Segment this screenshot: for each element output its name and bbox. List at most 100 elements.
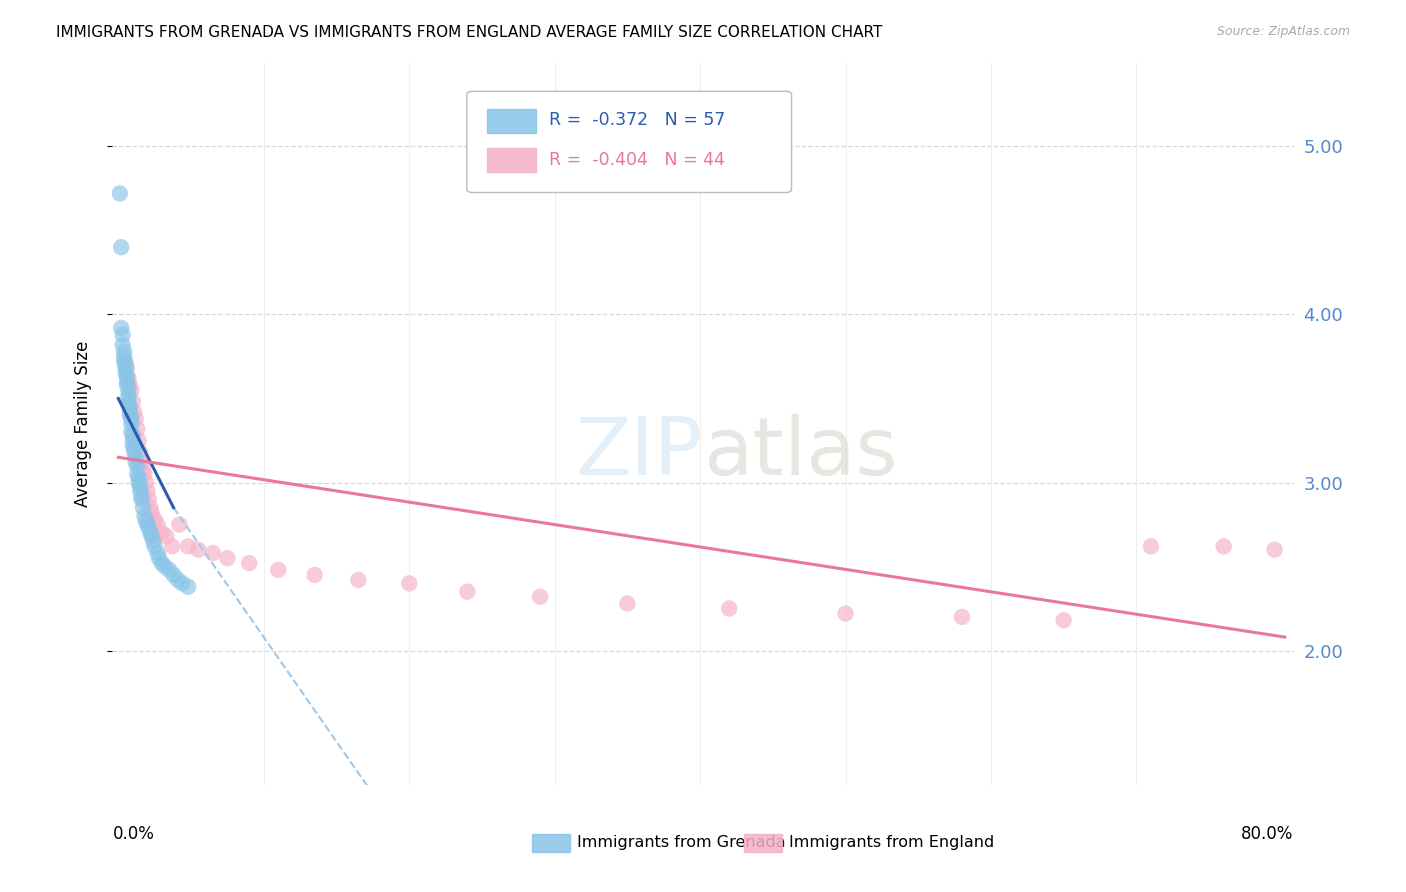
Point xyxy=(115,378,138,392)
Point xyxy=(167,573,190,587)
Point xyxy=(616,597,638,611)
Point xyxy=(1053,613,1076,627)
Point xyxy=(128,475,150,490)
Point xyxy=(117,383,139,397)
Point xyxy=(1212,540,1234,554)
Point xyxy=(112,354,135,368)
Point xyxy=(134,509,156,524)
Point xyxy=(117,371,139,385)
Point xyxy=(115,369,138,384)
Point xyxy=(169,517,191,532)
Point xyxy=(117,396,139,410)
Point xyxy=(142,534,165,549)
Point xyxy=(118,405,141,419)
Text: ZIP: ZIP xyxy=(575,414,703,491)
Point xyxy=(125,450,148,465)
Point xyxy=(128,470,150,484)
Point xyxy=(135,514,157,528)
Point xyxy=(150,525,173,540)
Point xyxy=(162,568,184,582)
Point xyxy=(124,445,146,459)
Point xyxy=(187,542,209,557)
Point xyxy=(120,383,142,397)
Point xyxy=(132,500,155,515)
Point xyxy=(124,405,146,419)
Point xyxy=(132,462,155,476)
Point xyxy=(217,551,239,566)
FancyBboxPatch shape xyxy=(467,91,792,193)
Point xyxy=(110,240,132,254)
Point xyxy=(129,479,152,493)
Y-axis label: Average Family Size: Average Family Size xyxy=(73,341,91,507)
Point xyxy=(456,584,478,599)
Point xyxy=(155,529,177,543)
Text: 80.0%: 80.0% xyxy=(1241,825,1294,843)
Point xyxy=(834,607,856,621)
Point xyxy=(177,580,200,594)
Point xyxy=(950,610,973,624)
Point xyxy=(111,337,134,351)
Bar xyxy=(486,109,537,133)
Point xyxy=(148,551,170,566)
Point xyxy=(128,434,150,448)
Point xyxy=(141,506,163,520)
Point xyxy=(139,500,162,515)
Point xyxy=(120,411,142,425)
Point xyxy=(114,354,136,368)
Point xyxy=(121,434,143,448)
Point xyxy=(718,601,741,615)
Point xyxy=(398,576,420,591)
Point xyxy=(121,395,143,409)
Bar xyxy=(531,834,569,852)
Point xyxy=(172,576,194,591)
Point xyxy=(112,344,135,359)
Point xyxy=(267,563,290,577)
Text: Source: ZipAtlas.com: Source: ZipAtlas.com xyxy=(1216,25,1350,38)
Point xyxy=(124,442,146,456)
Point xyxy=(121,428,143,442)
Point xyxy=(118,400,141,414)
Point xyxy=(114,366,136,380)
Point xyxy=(143,512,166,526)
Point xyxy=(136,517,159,532)
Point xyxy=(108,186,131,201)
Point xyxy=(146,546,169,560)
Point xyxy=(129,483,152,498)
Point xyxy=(129,445,152,459)
Point xyxy=(177,540,200,554)
Text: IMMIGRANTS FROM GRENADA VS IMMIGRANTS FROM ENGLAND AVERAGE FAMILY SIZE CORRELATI: IMMIGRANTS FROM GRENADA VS IMMIGRANTS FR… xyxy=(56,25,883,40)
Point xyxy=(127,467,149,482)
Point xyxy=(117,388,139,402)
Point xyxy=(529,590,551,604)
Point xyxy=(139,525,162,540)
Point xyxy=(117,392,139,406)
Point xyxy=(157,563,180,577)
Point xyxy=(118,378,141,392)
Point xyxy=(115,361,138,376)
Point xyxy=(201,546,224,560)
Point xyxy=(125,411,148,425)
Point xyxy=(118,409,141,423)
Text: 0.0%: 0.0% xyxy=(112,825,155,843)
Point xyxy=(136,483,159,498)
Point xyxy=(143,540,166,554)
Point xyxy=(150,556,173,570)
Text: atlas: atlas xyxy=(703,414,897,491)
Point xyxy=(125,455,148,469)
Point xyxy=(114,358,136,372)
Text: Immigrants from England: Immigrants from England xyxy=(789,835,994,850)
Point xyxy=(347,573,370,587)
Bar xyxy=(486,148,537,172)
Point xyxy=(134,467,156,482)
Point xyxy=(138,492,160,507)
Point xyxy=(131,492,153,507)
Point xyxy=(114,361,136,376)
Point xyxy=(1140,540,1163,554)
Point xyxy=(135,475,157,490)
Text: R =  -0.372   N = 57: R = -0.372 N = 57 xyxy=(550,112,725,129)
Text: R =  -0.404   N = 44: R = -0.404 N = 44 xyxy=(550,151,725,169)
Point xyxy=(127,422,149,436)
Point xyxy=(131,455,153,469)
Point xyxy=(138,521,160,535)
Point xyxy=(153,559,176,574)
